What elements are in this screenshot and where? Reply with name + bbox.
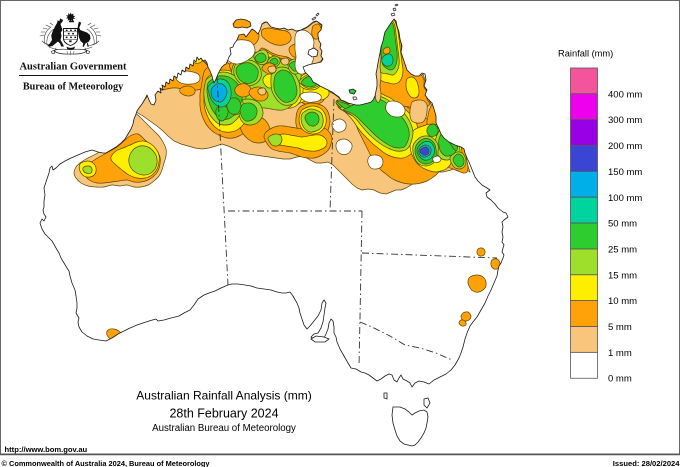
svg-text:1 mm: 1 mm [608, 348, 632, 359]
svg-text:Issued: 28/02/2024: Issued: 28/02/2024 [613, 459, 680, 467]
svg-text:10 mm: 10 mm [608, 296, 637, 307]
svg-text:150 mm: 150 mm [608, 167, 642, 178]
svg-text:400 mm: 400 mm [608, 89, 642, 100]
svg-text:5 mm: 5 mm [608, 322, 632, 333]
svg-text:200 mm: 200 mm [608, 141, 642, 152]
svg-text:28th February 2024: 28th February 2024 [169, 407, 278, 421]
svg-text:100 mm: 100 mm [608, 193, 642, 204]
svg-text:Australian Bureau of Meteorolo: Australian Bureau of Meteorology [152, 423, 296, 434]
svg-text:0 mm: 0 mm [608, 374, 632, 385]
svg-text:Bureau of Meteorology: Bureau of Meteorology [23, 82, 123, 93]
svg-text:http://www.bom.gov.au: http://www.bom.gov.au [5, 445, 88, 454]
svg-text:300 mm: 300 mm [608, 115, 642, 126]
svg-text:© Commonwealth of Australia 20: © Commonwealth of Australia 2024, Bureau… [2, 459, 211, 467]
svg-text:Rainfall (mm): Rainfall (mm) [558, 49, 613, 59]
svg-text:50 mm: 50 mm [608, 219, 637, 230]
svg-text:25 mm: 25 mm [608, 245, 637, 256]
svg-text:15 mm: 15 mm [608, 270, 637, 281]
svg-text:Australian Government: Australian Government [19, 62, 127, 73]
svg-text:Australian Rainfall Analysis (: Australian Rainfall Analysis (mm) [136, 389, 311, 403]
